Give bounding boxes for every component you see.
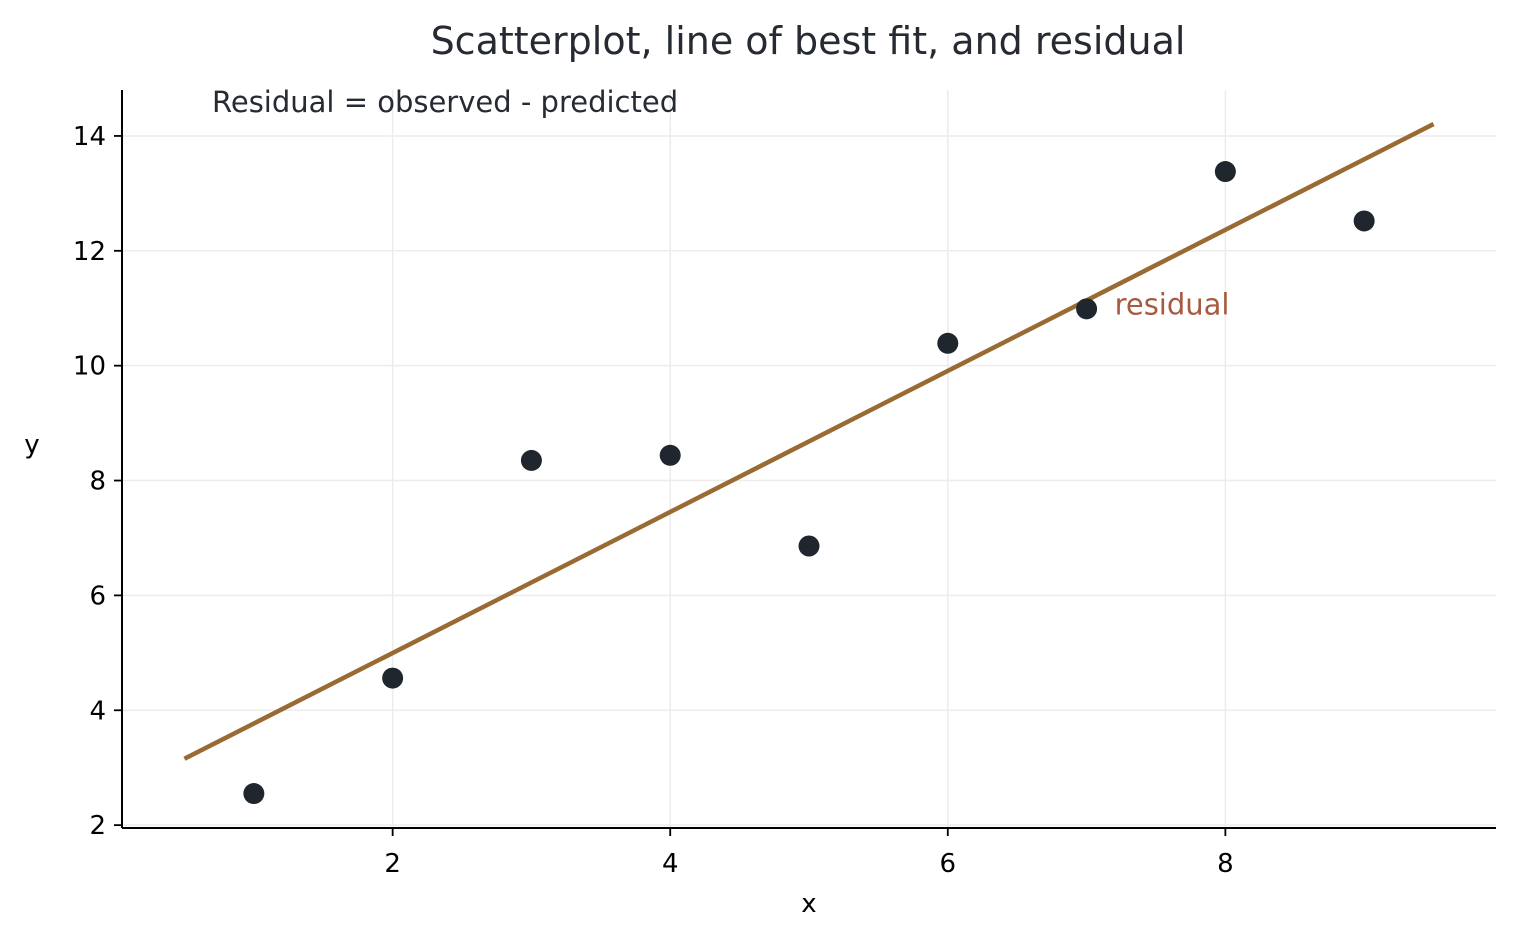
data-point [382, 667, 404, 689]
fit-line [183, 122, 1435, 761]
data-point [1076, 298, 1098, 320]
y-tick-label: 12 [73, 237, 106, 267]
axes [121, 90, 1496, 829]
data-point [1353, 210, 1375, 232]
y-tick-label: 6 [89, 581, 106, 611]
x-tick-label: 4 [662, 849, 679, 879]
data-point [243, 783, 265, 805]
y-axis-label: y [24, 430, 39, 460]
y-tick-label: 10 [73, 352, 106, 382]
residual-annotation: Residual = observed - predicted [212, 85, 678, 119]
data-points [243, 161, 1375, 805]
y-tick-label: 4 [89, 696, 106, 726]
data-point [659, 444, 681, 466]
grid-lines [122, 90, 1496, 828]
y-tick-label: 2 [89, 811, 106, 841]
x-tick-label: 2 [384, 849, 401, 879]
x-axis-label: x [801, 889, 816, 919]
fit-line-group [183, 122, 1435, 761]
data-point [937, 332, 959, 354]
data-point [1214, 161, 1236, 183]
x-tick-label: 6 [940, 849, 957, 879]
data-point [798, 535, 820, 557]
residual-label: residual [1115, 288, 1230, 322]
residual-group: residual [1084, 288, 1230, 322]
axis-ticks: 2 4 6 8 2 4 6 8 10 12 14 [73, 122, 1234, 879]
data-point [520, 449, 542, 471]
y-tick-label: 8 [89, 467, 106, 497]
y-tick-label: 14 [73, 122, 106, 152]
chart-title: Scatterplot, line of best fit, and resid… [431, 19, 1186, 63]
x-tick-label: 8 [1217, 849, 1234, 879]
